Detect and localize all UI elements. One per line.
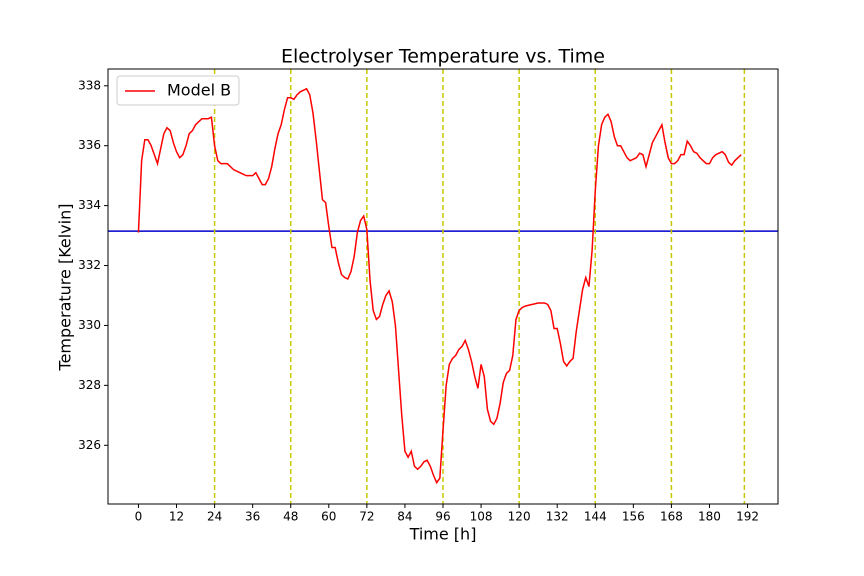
x-tick-label: 36 bbox=[245, 510, 260, 524]
x-tick-label: 48 bbox=[283, 510, 298, 524]
y-tick-label: 330 bbox=[78, 318, 101, 332]
x-tick-label: 84 bbox=[397, 510, 412, 524]
y-tick-label: 338 bbox=[78, 78, 101, 92]
plot-frame bbox=[107, 68, 779, 505]
x-tick-label: 144 bbox=[584, 510, 607, 524]
x-tick-label: 156 bbox=[622, 510, 645, 524]
x-tick-label: 24 bbox=[207, 510, 222, 524]
y-tick-label: 332 bbox=[78, 258, 101, 272]
y-tick-label: 326 bbox=[78, 438, 101, 452]
x-tick-label: 120 bbox=[508, 510, 531, 524]
y-axis-label: Temperature [Kelvin] bbox=[56, 204, 75, 372]
x-tick-label: 60 bbox=[321, 510, 336, 524]
legend-label: Model B bbox=[167, 81, 231, 100]
legend-box bbox=[116, 75, 240, 106]
data-line bbox=[137, 87, 742, 485]
x-tick-label: 12 bbox=[169, 510, 184, 524]
x-axis-label: Time [h] bbox=[409, 525, 477, 544]
y-tick-label: 336 bbox=[78, 138, 101, 152]
x-tick-label: 180 bbox=[698, 510, 721, 524]
x-tick-label: 168 bbox=[660, 510, 683, 524]
x-tick-label: 72 bbox=[359, 510, 374, 524]
x-tick-label: 192 bbox=[736, 510, 759, 524]
y-tick-label: 334 bbox=[78, 198, 101, 212]
x-tick-label: 132 bbox=[546, 510, 569, 524]
x-tick-label: 96 bbox=[435, 510, 450, 524]
chart-title: Electrolyser Temperature vs. Time bbox=[281, 46, 605, 68]
x-tick-label: 108 bbox=[470, 510, 493, 524]
x-tick-label: 0 bbox=[135, 510, 143, 524]
y-tick-label: 328 bbox=[78, 378, 101, 392]
